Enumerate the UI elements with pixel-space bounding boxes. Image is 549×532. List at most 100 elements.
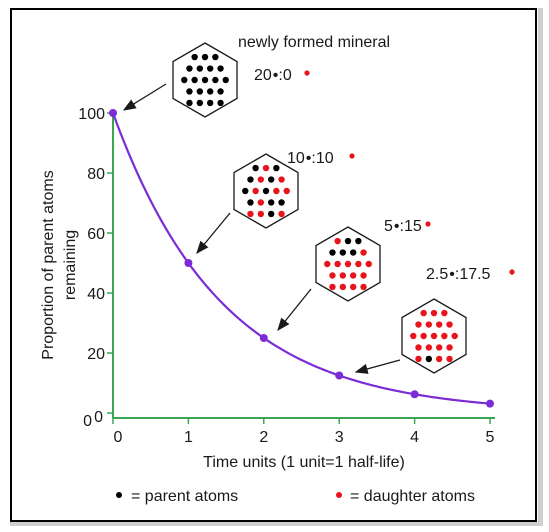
- daughter-atom: [430, 309, 438, 317]
- daughter-atom: [329, 272, 336, 279]
- y-axis-label-line1: Proportion of parent atoms: [40, 170, 57, 359]
- y-tick-label: 20: [87, 346, 105, 363]
- daughter-atom: [262, 164, 270, 172]
- daughter-atom: [435, 321, 443, 328]
- x-tick-label: 5: [486, 429, 495, 446]
- daughter-atom: [339, 283, 347, 291]
- data-point: [486, 399, 494, 408]
- daughter-atom: [349, 272, 357, 279]
- parent-atom: [196, 99, 204, 107]
- x-axis-label: Time units (1 unit=1 half-life): [203, 454, 405, 471]
- mineral-hexagon-3: [401, 298, 467, 374]
- data-points: [109, 109, 494, 408]
- daughter-atom: [420, 332, 427, 340]
- ratio-parent-3: 2.5: [426, 266, 448, 283]
- svg-text:10•:10: 10•:10: [287, 150, 334, 167]
- ratio-daughter-2: 15: [404, 218, 422, 235]
- daughter-atom: [360, 249, 367, 256]
- parent-atom: [222, 76, 229, 84]
- daughter-atom: [324, 260, 331, 268]
- daughter-atom: [410, 332, 417, 340]
- annotation-title-0: newly formed mineral: [238, 34, 390, 51]
- mineral-hexagon-0: [172, 42, 238, 118]
- x-tick-label: 4: [410, 429, 419, 446]
- parent-atom: [273, 164, 280, 172]
- parent-atom: [355, 237, 362, 245]
- y-tick-label: 0: [94, 409, 103, 426]
- daughter-atom: [334, 237, 341, 245]
- y-tick-label: 40: [87, 286, 105, 303]
- daughter-atom: [257, 199, 265, 206]
- ratio-parent-dot-0: •: [273, 67, 279, 84]
- parent-atom: [191, 76, 198, 84]
- parent-atom: [278, 199, 285, 206]
- frame-shadow-bottom: [10, 522, 543, 526]
- ratio-parent-dot-1: •: [306, 150, 312, 167]
- daughter-atom: [349, 283, 357, 291]
- parent-atom: [186, 65, 193, 72]
- x-tick-label: 0: [114, 429, 123, 446]
- ratio-daughter-dot-2: [425, 221, 431, 227]
- daughter-atom: [334, 260, 341, 268]
- daughter-atom: [435, 355, 443, 363]
- daughter-atom: [425, 344, 433, 351]
- mineral-illustrations: [172, 42, 467, 374]
- daughter-atom: [415, 321, 422, 328]
- ratio-daughter-dot-1: [349, 153, 355, 159]
- parent-atom: [212, 76, 219, 84]
- data-point: [109, 109, 117, 117]
- parent-atom: [339, 249, 347, 256]
- parent-atom: [349, 249, 357, 256]
- daughter-atom: [339, 272, 347, 279]
- daughter-atom: [278, 210, 285, 218]
- daughter-atom: [446, 344, 453, 351]
- daughter-atom: [344, 260, 352, 268]
- ratio-sep-1: :: [311, 150, 315, 167]
- arrow-1: [196, 212, 231, 255]
- daughter-atom: [415, 355, 422, 363]
- daughter-atom: [273, 187, 280, 195]
- legend: = parent atoms = daughter atoms: [116, 488, 475, 505]
- data-point: [184, 259, 193, 267]
- parent-atom: [191, 53, 198, 61]
- svg-text:2.5•:17.5: 2.5•:17.5: [426, 266, 491, 283]
- ratio-label-2: 5•:15: [384, 218, 431, 235]
- parent-atom: [262, 187, 270, 195]
- parent-atom: [267, 176, 275, 183]
- daughter-atom: [430, 332, 438, 340]
- svg-text:5•:15: 5•:15: [384, 218, 422, 235]
- parent-atom: [217, 65, 224, 72]
- daughter-atom: [415, 344, 422, 351]
- daughter-atom: [257, 210, 265, 218]
- daughter-atom: [355, 260, 362, 268]
- parent-atom: [425, 355, 433, 363]
- mineral-hexagon-1: [233, 153, 299, 229]
- ratio-daughter-0: 0: [283, 67, 292, 84]
- ratio-daughter-1: 10: [316, 150, 334, 167]
- ratio-sep-3: :: [455, 266, 459, 283]
- parent-atom: [212, 53, 219, 61]
- parent-atom: [344, 237, 352, 245]
- parent-atom: [217, 88, 224, 95]
- decay-curve: [111, 112, 491, 405]
- ratio-daughter-3: 17.5: [459, 266, 490, 283]
- parent-atom: [206, 65, 214, 72]
- ratio-parent-1: 10: [287, 150, 305, 167]
- daughter-atom: [425, 321, 433, 328]
- parent-atom: [186, 88, 193, 95]
- arrow-3: [354, 359, 401, 374]
- parent-atom: [247, 176, 254, 183]
- daughter-atom: [252, 187, 259, 195]
- parent-atom: [206, 88, 214, 95]
- ratio-parent-2: 5: [384, 218, 393, 235]
- ratio-parent-dot-2: •: [394, 218, 400, 235]
- y-tick-label: 80: [87, 166, 105, 183]
- parent-atom: [252, 164, 259, 172]
- legend-daughter-dot: [336, 492, 342, 498]
- daughter-atom: [247, 210, 254, 218]
- parent-atom: [217, 99, 224, 107]
- ratio-parent-dot-3: •: [449, 266, 455, 283]
- daughter-atom: [435, 344, 443, 351]
- daughter-atom: [441, 309, 448, 317]
